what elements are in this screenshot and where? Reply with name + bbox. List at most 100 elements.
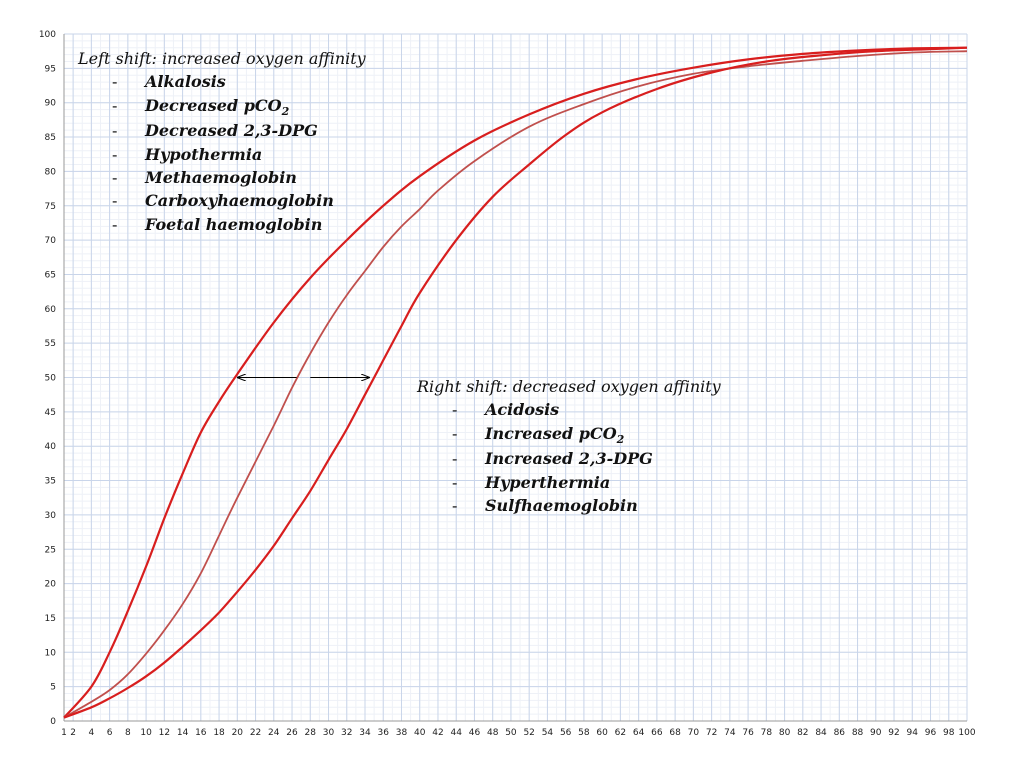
y-tick-label: 85 [45, 133, 56, 143]
y-tick-label: 50 [45, 374, 57, 384]
right-cause-item: - Sulfhaemoglobin [417, 494, 721, 517]
left-cause-item: - Foetal haemoglobin [78, 213, 366, 236]
y-tick-label: 25 [45, 545, 56, 555]
y-tick-label: 75 [45, 202, 56, 212]
x-tick-label: 82 [797, 728, 808, 738]
x-tick-label: 18 [213, 728, 225, 738]
x-tick-label: 34 [359, 728, 371, 738]
x-tick-label: 90 [870, 728, 882, 738]
y-tick-label: 90 [45, 99, 57, 109]
right-cause-text: Increased pCO [485, 423, 617, 443]
x-tick-label: 36 [378, 728, 390, 738]
x-tick-label: 92 [888, 728, 899, 738]
right-cause-item: - Acidosis [417, 398, 721, 421]
y-tick-label: 55 [45, 339, 56, 349]
x-tick-label: 74 [724, 728, 736, 738]
left-cause-text: Alkalosis [145, 72, 226, 92]
left-cause-text: Foetal haemoglobin [145, 214, 323, 234]
x-tick-label: 72 [706, 728, 717, 738]
y-tick-label: 30 [45, 511, 57, 521]
bullet-dash: - [112, 144, 118, 164]
left-cause-item: - Carboxyhaemoglobin [78, 189, 366, 212]
right-shift-cause-list: - Acidosis - Increased pCO2 - Increased 2,3-D… [417, 398, 721, 517]
x-tick-label: 100 [958, 728, 975, 738]
x-tick-label: 84 [815, 728, 827, 738]
bullet-dash: - [112, 191, 118, 211]
x-tick-label: 86 [834, 728, 846, 738]
left-cause-item: - Hypothermia [78, 143, 366, 166]
y-tick-label: 95 [45, 64, 56, 74]
bullet-dash: - [112, 168, 118, 188]
x-tick-label: 46 [469, 728, 481, 738]
x-tick-label: 94 [907, 728, 919, 738]
x-tick-label: 56 [560, 728, 572, 738]
x-tick-label: 80 [779, 728, 791, 738]
series-line-normal-curve [63, 50, 968, 719]
x-tick-label: 66 [651, 728, 663, 738]
x-tick-label: 78 [761, 728, 773, 738]
x-tick-label: 58 [578, 728, 590, 738]
x-tick-label: 50 [505, 728, 517, 738]
x-tick-label: 42 [432, 728, 443, 738]
x-tick-label: 6 [107, 728, 113, 738]
y-tick-label: 35 [45, 477, 56, 487]
x-tick-label: 30 [323, 728, 335, 738]
x-tick-label: 26 [286, 728, 298, 738]
x-tick-label: 96 [925, 728, 937, 738]
left-cause-item: - Decreased pCO2 [78, 94, 366, 119]
left-cause-text: Decreased 2,3-DPG [145, 121, 318, 141]
y-tick-label: 0 [50, 717, 56, 727]
left-cause-subscript: 2 [281, 104, 290, 118]
bullet-dash: - [112, 121, 118, 141]
x-tick-label: 20 [232, 728, 244, 738]
x-tick-label: 62 [615, 728, 626, 738]
series-line-right-shifted-curve [63, 46, 968, 719]
x-tick-label: 28 [305, 728, 317, 738]
left-shift-cause-list: - Alkalosis - Decreased pCO2 - Decreased 2,3-… [78, 70, 366, 236]
left-shift-header: Left shift: increased oxygen affinity [78, 49, 366, 68]
y-tick-label: 45 [45, 408, 56, 418]
left-cause-text: Carboxyhaemoglobin [145, 191, 334, 211]
x-tick-label: 2 [70, 728, 76, 738]
y-tick-label: 10 [45, 648, 57, 658]
x-tick-label: 38 [396, 728, 408, 738]
bullet-dash: - [452, 400, 458, 420]
bullet-dash: - [112, 214, 118, 234]
x-tick-label: 40 [414, 728, 426, 738]
x-tick-label: 68 [669, 728, 681, 738]
y-tick-label: 60 [45, 305, 57, 315]
bullet-dash: - [452, 423, 458, 443]
right-cause-text: Acidosis [485, 400, 560, 420]
y-tick-label: 65 [45, 270, 56, 280]
right-shift-annotation: Right shift: decreased oxygen affinity -… [417, 375, 721, 517]
x-tick-label: 54 [542, 728, 554, 738]
y-tick-label: 100 [39, 30, 56, 40]
x-tick-label: 8 [125, 728, 131, 738]
right-cause-item: - Increased pCO2 [417, 422, 721, 447]
x-tick-label: 76 [742, 728, 754, 738]
x-tick-label: 16 [195, 728, 207, 738]
x-tick-label: 1 [61, 728, 67, 738]
right-cause-text: Increased 2,3-DPG [485, 449, 653, 469]
right-cause-item: - Hyperthermia [417, 471, 721, 494]
x-tick-label: 88 [852, 728, 864, 738]
x-tick-label: 52 [523, 728, 534, 738]
right-shift-header: Right shift: decreased oxygen affinity [417, 377, 721, 396]
bullet-dash: - [452, 472, 458, 492]
left-shift-annotation: Left shift: increased oxygen affinity - A… [78, 47, 366, 236]
y-tick-label: 20 [45, 580, 57, 590]
x-tick-label: 64 [633, 728, 645, 738]
x-tick-label: 70 [688, 728, 700, 738]
x-tick-label: 22 [250, 728, 261, 738]
series-line-left-shifted-curve [63, 46, 968, 719]
bullet-dash: - [452, 449, 458, 469]
x-tick-label: 24 [268, 728, 280, 738]
right-cause-text: Sulfhaemoglobin [485, 496, 638, 516]
y-tick-label: 70 [45, 236, 57, 246]
left-cause-item: - Alkalosis [78, 70, 366, 93]
x-tick-label: 14 [177, 728, 189, 738]
right-cause-item: - Increased 2,3-DPG [417, 447, 721, 470]
x-tick-label: 12 [159, 728, 170, 738]
x-tick-label: 32 [341, 728, 352, 738]
